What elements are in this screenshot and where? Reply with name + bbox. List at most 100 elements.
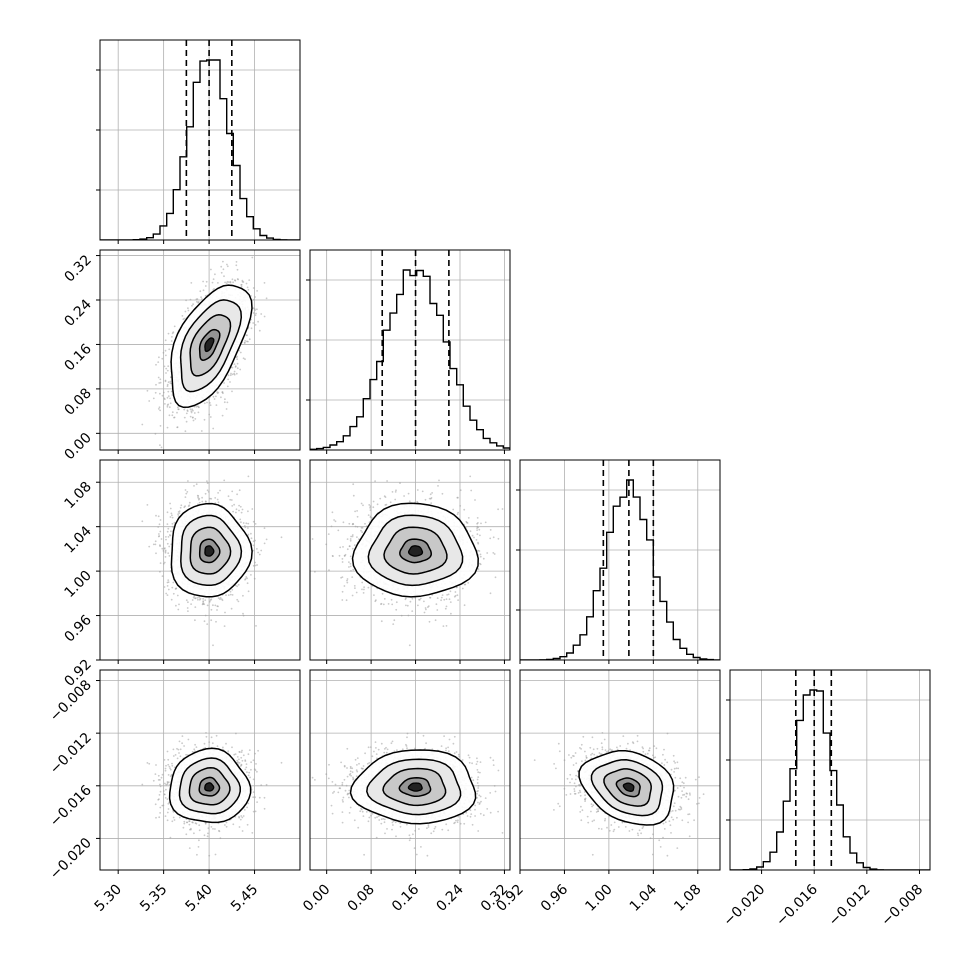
scatter-point: [436, 597, 439, 599]
scatter-point: [165, 592, 168, 595]
scatter-point: [229, 381, 231, 383]
scatter-point: [212, 644, 214, 647]
scatter-point: [168, 406, 171, 409]
scatter-point: [195, 298, 198, 301]
scatter-point: [170, 598, 173, 601]
scatter-point: [369, 505, 372, 508]
scatter-point: [348, 545, 351, 548]
scatter-point: [361, 527, 364, 529]
scatter-point: [167, 395, 170, 397]
scatter-point: [254, 564, 257, 567]
scatter-point: [308, 499, 310, 501]
scatter-point: [479, 562, 481, 565]
scatter-point: [222, 260, 224, 263]
panel-frame: [99, 249, 301, 451]
scatter-point: [190, 410, 193, 412]
scatter-point: [244, 526, 247, 529]
scatter-point: [184, 496, 187, 498]
scatter-point: [250, 537, 253, 540]
scatter-point: [351, 547, 354, 550]
scatter-point: [160, 538, 163, 540]
scatter-point: [193, 405, 196, 408]
scatter-point: [166, 369, 169, 372]
scatter-point: [177, 408, 180, 411]
scatter-point: [454, 591, 457, 593]
scatter-point: [158, 406, 161, 409]
scatter-point: [189, 298, 192, 301]
scatter-point: [443, 598, 446, 601]
scatter-point: [242, 594, 244, 597]
scatter-point: [161, 357, 164, 360]
scatter-point: [212, 395, 215, 398]
scatter-point: [162, 550, 165, 552]
scatter-point: [214, 497, 217, 499]
scatter-point: [244, 358, 246, 361]
histogram-step-p1: [310, 269, 510, 450]
scatter-point: [356, 536, 358, 538]
scatter-point: [226, 265, 229, 268]
scatter-point: [158, 535, 161, 537]
scatter-point: [200, 430, 203, 432]
scatter-point: [191, 304, 193, 307]
scatter-point: [281, 227, 283, 229]
scatter-point: [247, 288, 250, 291]
scatter-point: [242, 522, 245, 524]
scatter-point: [170, 390, 173, 393]
scatter-point: [480, 522, 482, 525]
scatter-point: [187, 601, 189, 604]
scatter-point: [383, 495, 386, 498]
scatter-point: [232, 281, 235, 284]
scatter-point: [446, 594, 448, 596]
scatter-point: [159, 392, 161, 395]
scatter-point: [236, 367, 239, 370]
scatter-point: [184, 310, 187, 313]
scatter-point: [257, 320, 259, 323]
scatter-point: [164, 547, 166, 549]
scatter-point: [159, 570, 161, 573]
scatter-point: [447, 593, 450, 596]
scatter-point: [351, 594, 354, 597]
scatter-point: [226, 263, 228, 266]
scatter-point: [183, 408, 186, 411]
scatter-point: [168, 545, 171, 548]
scatter-point: [204, 285, 207, 287]
scatter-point: [217, 501, 220, 504]
scatter-point: [423, 611, 426, 614]
scatter-point: [248, 338, 251, 341]
scatter-point: [176, 594, 179, 597]
scatter-point: [216, 498, 219, 501]
scatter-point: [210, 268, 212, 271]
scatter-point: [360, 529, 362, 532]
scatter-point: [173, 521, 176, 524]
scatter-point: [185, 420, 188, 423]
scatter-point: [407, 492, 410, 495]
panel-frame: [309, 249, 511, 451]
scatter-point: [392, 623, 395, 625]
scatter-point: [346, 579, 348, 582]
scatter-point: [157, 408, 160, 410]
scatter-point: [363, 586, 365, 589]
scatter-point: [382, 603, 385, 606]
scatter-point: [190, 411, 193, 414]
scatter-point: [349, 555, 352, 558]
scatter-point: [201, 496, 204, 499]
scatter-point: [362, 504, 364, 507]
scatter-point: [184, 430, 187, 433]
scatter-point: [164, 556, 167, 558]
scatter-point: [159, 425, 162, 427]
scatter-point: [159, 381, 162, 384]
scatter-point: [445, 605, 448, 608]
scatter-point: [360, 502, 363, 505]
scatter-point: [226, 385, 229, 388]
scatter-point: [243, 341, 246, 344]
scatter-point: [346, 578, 349, 580]
scatter-point: [208, 413, 211, 416]
scatter-point: [421, 490, 424, 493]
scatter-point: [154, 540, 157, 543]
scatter-point: [233, 370, 236, 373]
scatter-point: [419, 597, 422, 600]
scatter-point: [227, 378, 230, 381]
scatter-point: [214, 273, 216, 276]
scatter-point: [231, 278, 234, 281]
scatter-point: [459, 489, 462, 492]
